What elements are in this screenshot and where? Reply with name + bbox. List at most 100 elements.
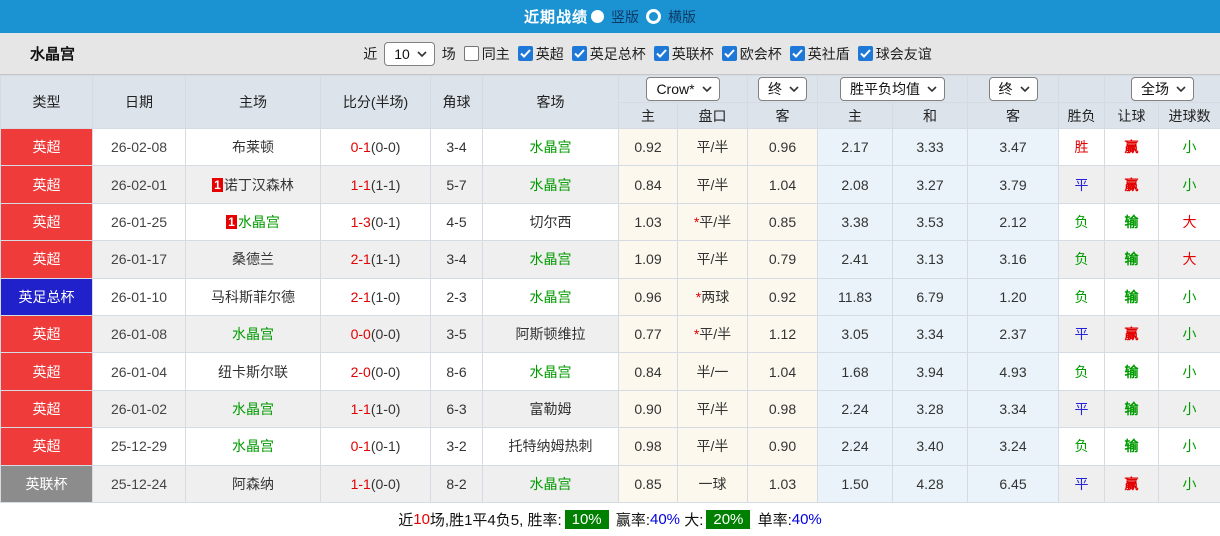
handicap-result-cell: 输 (1104, 427, 1159, 466)
average-final-value: 终 (998, 81, 1013, 97)
avg-away-cell: 3.34 (967, 389, 1059, 429)
league-cell: 英超 (0, 389, 93, 429)
home-team-cell: 桑德兰 (185, 240, 321, 279)
avg-home-cell: 2.24 (817, 389, 893, 429)
league-checkbox[interactable] (721, 46, 737, 61)
away-odds-cell: 0.96 (747, 127, 818, 167)
handicap-line-cell: 平/半 (677, 240, 748, 279)
team-name-text: 阿森纳 (232, 475, 274, 492)
avg-draw-cell: 3.34 (892, 314, 968, 354)
halftime-score: (0-1) (370, 213, 401, 230)
vertical-layout-radio[interactable] (591, 10, 604, 23)
team-name-text: 布莱顿 (232, 139, 274, 156)
goals-result-cell: 小 (1158, 389, 1220, 429)
date-cell: 26-01-10 (92, 277, 186, 316)
handicap-result-cell: 输 (1104, 389, 1159, 429)
avg-home-cell: 3.38 (817, 202, 893, 242)
avg-away-cell: 4.93 (967, 352, 1059, 391)
summary-text: 近 (398, 512, 414, 530)
line-changed-mark: * (693, 326, 700, 343)
score-cell: 1-1(0-0) (320, 464, 431, 503)
fulltime-score: 0-0 (350, 326, 371, 343)
team-name-text: 诺丁汉森林 (223, 176, 294, 193)
away-team-cell: 水晶宫 (482, 240, 619, 279)
scope-select[interactable]: 全场 (1131, 77, 1194, 101)
avg-home-cell: 2.24 (817, 427, 893, 466)
team-name-text: 富勒姆 (529, 400, 572, 417)
same-home-checkbox[interactable] (463, 46, 479, 61)
team-name-text: 切尔西 (529, 213, 572, 230)
result-cell: 负 (1058, 277, 1105, 316)
subheader-line: 盘口 (677, 102, 748, 129)
home-team-cell: 1 诺丁汉森林 (185, 165, 321, 204)
team-name-text: 水晶宫 (529, 139, 572, 156)
handicap-result-cell: 输 (1104, 277, 1159, 316)
league-cell: 英超 (0, 127, 93, 167)
away-team-cell: 切尔西 (482, 202, 619, 242)
away-odds-cell: 0.92 (747, 277, 818, 316)
header-average-final-cell: 终 (967, 75, 1059, 103)
team-name-text: 水晶宫 (232, 400, 274, 417)
red-card-badge: 1 (212, 177, 223, 192)
score-cell: 0-0(0-0) (320, 314, 431, 354)
league-checkbox[interactable] (653, 46, 669, 61)
header-bookmaker-final-cell: 终 (747, 75, 818, 103)
match-row: 英超 26-01-17 桑德兰 2-1(1-1) 3-4 水晶宫 1.09 平/半 0.79 2.… (0, 240, 1220, 279)
home-team-cell: 阿森纳 (185, 464, 321, 503)
average-value: 胜平负均值 (850, 81, 920, 97)
result-cell: 负 (1058, 202, 1105, 242)
league-checkbox-label: 球会友谊 (875, 45, 932, 62)
date-cell: 26-01-08 (92, 314, 186, 354)
team-name-text: 水晶宫 (529, 176, 572, 193)
handicap-line-cell: 一球 (677, 464, 748, 503)
scope-value: 全场 (1141, 81, 1169, 97)
away-team-cell: 水晶宫 (482, 277, 619, 316)
avg-draw-cell: 3.28 (892, 389, 968, 429)
fulltime-score: 1-1 (350, 475, 371, 492)
goals-result-cell: 小 (1158, 352, 1220, 391)
avg-away-cell: 2.37 (967, 314, 1059, 354)
recent-count-select[interactable]: 10 (384, 41, 435, 66)
home-team-cell: 纽卡斯尔联 (185, 352, 321, 391)
league-cell: 英足总杯 (0, 277, 93, 316)
date-cell: 26-01-17 (92, 240, 186, 279)
away-odds-cell: 1.04 (747, 165, 818, 204)
filter-bar: 水晶宫 近 10 场 同主 英超 英足总杯 英联杯 欧会杯 英社盾 球会友谊 (0, 33, 1220, 75)
home-odds-cell: 0.85 (618, 464, 678, 503)
home-odds-cell: 0.92 (618, 127, 678, 167)
league-checkbox[interactable] (517, 46, 533, 61)
home-team-cell: 1 水晶宫 (185, 202, 321, 242)
bookmaker-value: Crow* (656, 81, 695, 97)
result-cell: 胜 (1058, 127, 1105, 167)
average-select[interactable]: 胜平负均值 (840, 77, 945, 101)
subheader-odds-away: 客 (747, 102, 818, 129)
subheader-avg-away: 客 (967, 102, 1059, 129)
chevron-down-icon (701, 86, 712, 92)
avg-home-cell: 11.83 (817, 277, 893, 316)
average-final-select[interactable]: 终 (988, 77, 1038, 101)
handicap-line-cell: *平/半 (677, 314, 748, 354)
away-team-cell: 水晶宫 (482, 464, 619, 503)
bookmaker-final-select[interactable]: 终 (758, 77, 807, 101)
chevron-down-icon (1019, 86, 1030, 92)
home-odds-cell: 0.84 (618, 165, 678, 204)
corners-cell: 3-2 (430, 427, 483, 466)
vertical-layout-label[interactable]: 竖版 (611, 8, 639, 25)
horizontal-layout-radio[interactable] (646, 9, 661, 24)
team-name-text: 桑德兰 (232, 251, 274, 268)
score-cell: 1-3(0-1) (320, 202, 431, 242)
halftime-score: (0-0) (370, 363, 401, 380)
handicap-line-cell: 平/半 (677, 127, 748, 167)
date-cell: 26-01-02 (92, 389, 186, 429)
handicap-result-cell: 输 (1104, 202, 1159, 242)
summary-text: 大: (680, 512, 704, 530)
bookmaker-select[interactable]: Crow* (646, 77, 720, 101)
header-bookmaker-cell: Crow* (618, 75, 748, 103)
avg-home-cell: 2.08 (817, 165, 893, 204)
league-checkbox[interactable] (857, 46, 873, 61)
header-away: 客场 (482, 75, 619, 129)
league-checkbox[interactable] (789, 46, 805, 61)
corners-cell: 2-3 (430, 277, 483, 316)
horizontal-layout-label[interactable]: 横版 (668, 8, 696, 25)
league-checkbox[interactable] (571, 46, 587, 61)
